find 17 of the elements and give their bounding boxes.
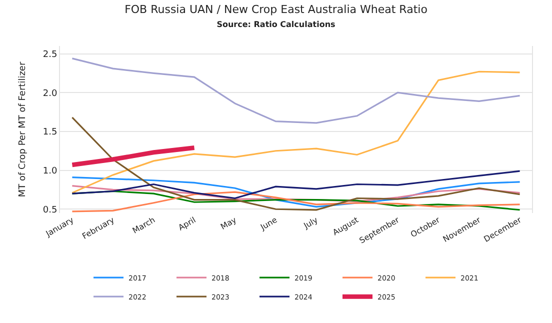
line-series xyxy=(71,176,521,208)
y-tick-label: 2.5 xyxy=(42,50,58,60)
chart-title: FOB Russia UAN / New Crop East Australia Wheat Ratio xyxy=(124,2,428,16)
y-tick-label: 0.5 xyxy=(42,205,58,216)
y-axis-title: MT of Crop Per MT of Fertilizer xyxy=(18,62,28,198)
x-tick-label: May xyxy=(219,215,238,232)
y-tick-label: 1.0 xyxy=(42,166,58,176)
line-series xyxy=(71,70,521,194)
line-series xyxy=(71,116,521,211)
y-tick-label: 1.5 xyxy=(42,128,58,138)
line-series xyxy=(71,185,521,202)
chart-subtitle: Source: Ratio Calculations xyxy=(216,20,336,30)
y-tick-label: 2.0 xyxy=(42,88,58,99)
line-series xyxy=(71,170,521,200)
line-series xyxy=(71,58,521,124)
line-series xyxy=(70,146,197,168)
x-tick-label: July xyxy=(302,215,320,231)
